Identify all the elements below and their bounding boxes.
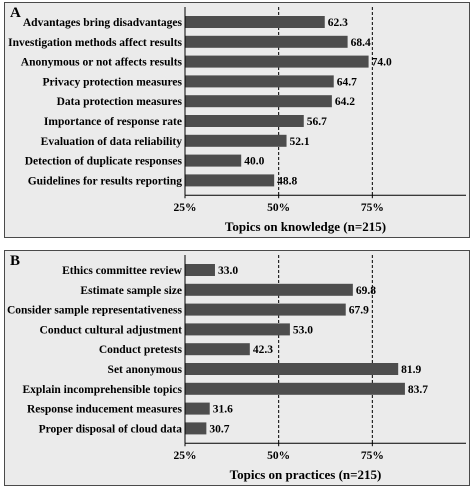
- chart-a-panel-label: A: [10, 5, 21, 21]
- chart-b-category-label: Response inducement measures: [27, 404, 183, 416]
- chart-b-value-label: 83.7: [408, 384, 428, 396]
- chart-a-x-tick-label: 50%: [267, 202, 290, 214]
- chart-b-x-axis-title: Topics on practices (n=215): [230, 467, 382, 482]
- chart-a-category-label: Evaluation of data reliability: [41, 136, 183, 148]
- chart-a-value-label: 40.0: [244, 156, 264, 168]
- chart-b-bar: [185, 382, 405, 395]
- chart-a-bar: [185, 75, 334, 88]
- chart-b-bar: [185, 363, 399, 375]
- chart-b-value-label: 30.7: [209, 423, 229, 435]
- chart-b-value-label: 53.0: [293, 324, 313, 336]
- chart-a-bar: [185, 154, 242, 167]
- chart-a-x-tick-label: 75%: [361, 202, 384, 214]
- chart-a-value-label: 74.0: [372, 57, 392, 69]
- chart-a-value-label: 64.2: [335, 96, 355, 108]
- chart-b-category-label: Conduct cultural adjustment: [40, 324, 183, 336]
- chart-a-bar: [185, 95, 332, 108]
- chart-b-category-label: Proper disposal of cloud data: [39, 423, 183, 435]
- chart-b-bar: [185, 402, 210, 415]
- chart-a-category-label: Importance of response rate: [44, 116, 182, 128]
- chart-b-bar: [185, 323, 290, 336]
- chart-a-x-axis-title: Topics on knowledge (n=215): [225, 219, 386, 234]
- chart-b-value-label: 31.6: [213, 404, 233, 416]
- chart-a-category-label: Guidelines for results reporting: [28, 175, 183, 187]
- chart-b-category-label: Estimate sample size: [80, 285, 182, 297]
- chart-a-category-label: Privacy protection measures: [43, 76, 183, 88]
- chart-a-bar: [185, 134, 287, 147]
- chart-b-value-label: 42.3: [253, 344, 273, 356]
- chart-b-category-label: Consider sample representativeness: [7, 305, 183, 317]
- chart-a-category-label: Data protection measures: [57, 96, 183, 108]
- chart-b-category-label: Set anonymous: [108, 364, 183, 376]
- chart-a-value-label: 52.1: [290, 136, 310, 148]
- chart-b-category-label: Ethics committee review: [62, 265, 183, 277]
- chart-a-category-label: Investigation methods affect results: [8, 37, 182, 49]
- chart-b-bar: [185, 303, 346, 316]
- chart-b-panel-label: B: [10, 253, 20, 269]
- chart-a-value-label: 62.3: [328, 17, 348, 29]
- chart-b-value-label: 33.0: [218, 265, 238, 277]
- chart-a-value-label: 68.4: [351, 37, 371, 49]
- chart-b-x-tick-label: 50%: [267, 450, 290, 462]
- chart-a-value-label: 56.7: [307, 116, 327, 128]
- chart-b-bar: [185, 422, 207, 435]
- chart-b-value-label: 67.9: [349, 305, 369, 317]
- chart-b-category-label: Conduct pretests: [99, 344, 183, 356]
- chart-a-bar: [185, 115, 304, 127]
- chart-b-value-label: 69.8: [356, 285, 376, 297]
- chart-b-x-tick-label: 25%: [174, 450, 197, 462]
- chart-a-value-label: 64.7: [337, 76, 357, 88]
- chart-a-bar: [185, 174, 275, 187]
- chart-a-bar: [185, 16, 325, 28]
- chart-b-bar: [185, 283, 353, 296]
- chart-b-value-label: 81.9: [401, 364, 421, 376]
- chart-a-bar: [185, 55, 369, 68]
- chart-a-x-tick-label: 25%: [174, 202, 197, 214]
- chart-b-bar: [185, 264, 215, 276]
- chart-panel-a: A Advantages bring disadvantages 62.3 Inves…: [4, 2, 470, 238]
- chart-b-bar: [185, 343, 250, 356]
- chart-a-category-label: Advantages bring disadvantages: [23, 17, 183, 29]
- chart-b-category-label: Explain incomprehensible topics: [22, 384, 182, 396]
- chart-a-bar: [185, 35, 348, 48]
- chart-a-category-label: Detection of duplicate responses: [25, 156, 183, 168]
- chart-a-category-label: Anonymous or not affects results: [21, 57, 183, 69]
- chart-b-svg: B Ethics committee review 33.0 Estimate sam…: [7, 253, 466, 482]
- chart-b-x-tick-label: 75%: [361, 450, 384, 462]
- chart-a-value-label: 48.8: [277, 175, 297, 187]
- chart-panel-b: B Ethics committee review 33.0 Estimate sam…: [4, 250, 470, 486]
